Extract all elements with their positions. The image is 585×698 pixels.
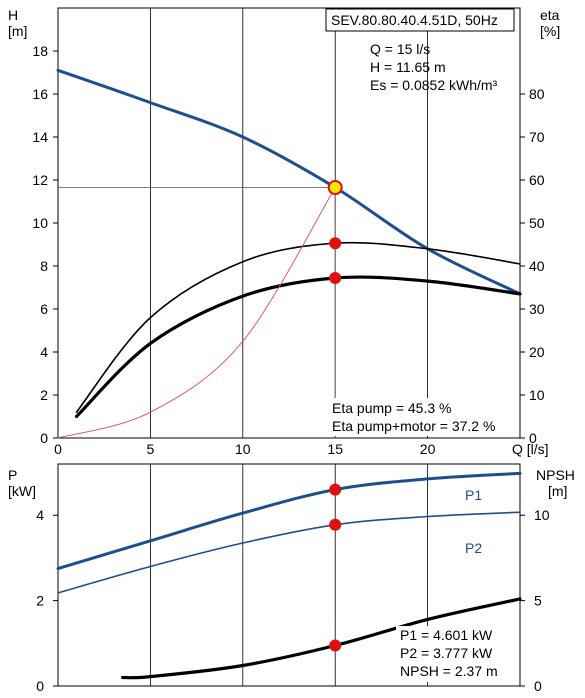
top-ytick-left-10: 10: [32, 215, 48, 231]
top-ytick-right-80: 80: [529, 86, 545, 102]
top-ytick-left-4: 4: [40, 344, 48, 360]
npsh-label-line2: [m]: [548, 483, 567, 499]
bottom-markers: [329, 483, 342, 652]
top-series-line-1: [75, 241, 521, 413]
top-ytick-right-40: 40: [529, 258, 545, 274]
title-box: [325, 8, 515, 32]
top-xtick-q-unit: Q [l/s]: [512, 441, 549, 457]
bottom-ytick-right-10: 10: [534, 507, 550, 523]
top-ytick-left-18: 18: [32, 43, 48, 59]
top-ytick-left-2: 2: [40, 387, 48, 403]
top-xtick-15: 15: [327, 441, 343, 457]
y-left-label-line2: [m]: [8, 23, 27, 39]
y-left-label-line1: H: [8, 7, 18, 23]
top-ytick-right-70: 70: [529, 129, 545, 145]
bottom-marker-0: [329, 483, 342, 496]
bottom-series-line-0: [56, 471, 522, 571]
top-ytick-left-12: 12: [32, 172, 48, 188]
top-tick-labels: 0 5 10 15 20 Q [l/s]0246810121416180102030405…: [32, 43, 548, 457]
top-series-line-0: [56, 68, 522, 296]
top-ytick-right-10: 10: [529, 387, 545, 403]
y-right-label-line1: eta: [540, 7, 560, 23]
top-series-line-3: [57, 187, 336, 439]
top-xtick-10: 10: [235, 441, 251, 457]
p1-value-text: P1 = 4.601 kW: [400, 627, 493, 643]
op-h-text: H = 11.65 m: [370, 59, 446, 75]
top-ytick-left-14: 14: [32, 129, 48, 145]
top-series-lines: [56, 68, 522, 439]
top-xtick-0: 0: [54, 441, 62, 457]
top-ytick-left-16: 16: [32, 86, 48, 102]
eta-text-box: [326, 398, 516, 436]
bottom-marker-1: [329, 518, 342, 531]
bottom-series-lines: [56, 471, 522, 680]
top-marker-2: [329, 272, 342, 285]
top-ytick-right-20: 20: [529, 344, 545, 360]
top-grid: [53, 8, 525, 439]
y-right-label-line2: [%]: [540, 23, 560, 39]
bottom-marker-2: [329, 639, 342, 652]
top-markers: [327, 180, 343, 285]
bottom-ytick-left-4: 4: [36, 507, 44, 523]
chart-title: SEV.80.80.40.4.51D, 50Hz: [331, 12, 498, 28]
bottom-ytick-right-0: 0: [534, 678, 542, 694]
series-label-p1: P1: [465, 487, 482, 503]
power-npsh-panel: 0 2 4 0 5 10 P [kW] NPSH [m] P1 P2 P1 = 4.601…: [8, 463, 575, 694]
npsh-label-line1: NPSH: [536, 467, 575, 483]
p-label-line1: P: [8, 467, 17, 483]
bottom-ytick-left-0: 0: [36, 678, 44, 694]
eta-pump-motor-text: Eta pump+motor = 37.2 %: [332, 418, 495, 434]
top-ytick-right-0: 0: [529, 430, 537, 446]
top-ytick-left-0: 0: [40, 430, 48, 446]
values-text-box: [396, 626, 516, 682]
series-label-p2: P2: [465, 540, 482, 556]
bottom-ytick-right-5: 5: [534, 593, 542, 609]
top-ytick-right-50: 50: [529, 215, 545, 231]
top-marker-1: [329, 237, 342, 250]
op-es-text: Es = 0.0852 kWh/m³: [370, 77, 498, 93]
p-label-line2: [kW]: [8, 483, 36, 499]
top-ytick-left-6: 6: [40, 301, 48, 317]
bottom-ytick-left-2: 2: [36, 593, 44, 609]
bottom-series-line-1: [57, 511, 521, 594]
top-ytick-left-8: 8: [40, 258, 48, 274]
eta-pump-text: Eta pump = 45.3 %: [332, 400, 451, 416]
head-efficiency-panel: 0 5 10 15 20 Q [l/s]0246810121416180102030405…: [8, 7, 560, 457]
top-marker-0: [327, 180, 343, 196]
bottom-tick-labels: 0 2 4 0 5 10: [36, 507, 550, 694]
p2-value-text: P2 = 3.777 kW: [400, 645, 493, 661]
npsh-value-text: NPSH = 2.37 m: [400, 663, 498, 679]
bottom-series-line-2: [121, 597, 522, 680]
top-xtick-5: 5: [147, 441, 155, 457]
top-xtick-20: 20: [420, 441, 436, 457]
top-ytick-right-30: 30: [529, 301, 545, 317]
top-ytick-right-60: 60: [529, 172, 545, 188]
top-plot-frame: [57, 7, 521, 439]
op-q-text: Q = 15 l/s: [370, 41, 430, 57]
